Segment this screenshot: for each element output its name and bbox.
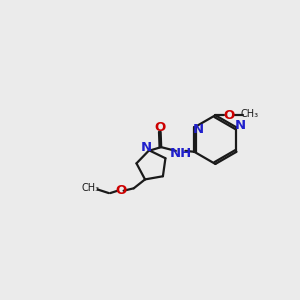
Text: O: O xyxy=(115,184,126,197)
Text: N: N xyxy=(193,123,204,136)
Text: CH₃: CH₃ xyxy=(81,183,99,193)
Text: CH₃: CH₃ xyxy=(241,109,259,119)
Text: O: O xyxy=(154,121,165,134)
Text: N: N xyxy=(235,119,246,132)
Text: O: O xyxy=(223,109,234,122)
Text: NH: NH xyxy=(169,147,192,161)
Text: N: N xyxy=(141,141,152,154)
